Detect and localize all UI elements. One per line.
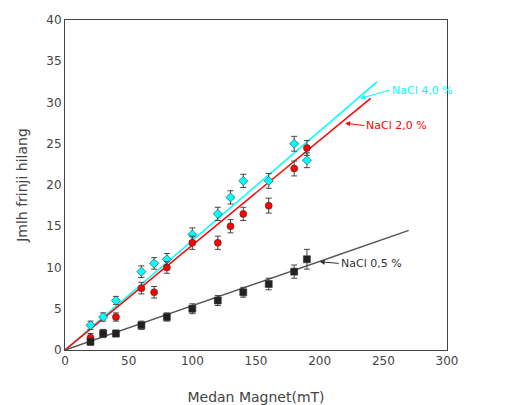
- svg-text:200: 200: [308, 354, 331, 368]
- svg-text:NaCl 4,0 %: NaCl 4,0 %: [392, 84, 453, 97]
- svg-text:0: 0: [61, 354, 69, 368]
- svg-text:40: 40: [46, 13, 61, 27]
- svg-text:250: 250: [372, 354, 395, 368]
- svg-text:15: 15: [46, 219, 61, 233]
- svg-text:50: 50: [121, 354, 136, 368]
- svg-text:150: 150: [245, 354, 268, 368]
- svg-text:NaCl 0,5 %: NaCl 0,5 %: [341, 257, 402, 270]
- svg-text:Medan Magnet(mT): Medan Magnet(mT): [187, 389, 324, 405]
- svg-text:5: 5: [54, 302, 62, 316]
- svg-text:NaCl 2,0 %: NaCl 2,0 %: [366, 119, 427, 132]
- svg-text:20: 20: [46, 178, 61, 192]
- svg-text:Jmlh frinji hilang: Jmlh frinji hilang: [14, 128, 30, 243]
- svg-text:25: 25: [46, 137, 61, 151]
- svg-text:30: 30: [46, 96, 61, 110]
- svg-text:10: 10: [46, 261, 61, 275]
- svg-text:0: 0: [54, 343, 62, 357]
- svg-text:300: 300: [436, 354, 459, 368]
- svg-text:100: 100: [181, 354, 204, 368]
- svg-text:35: 35: [46, 54, 61, 68]
